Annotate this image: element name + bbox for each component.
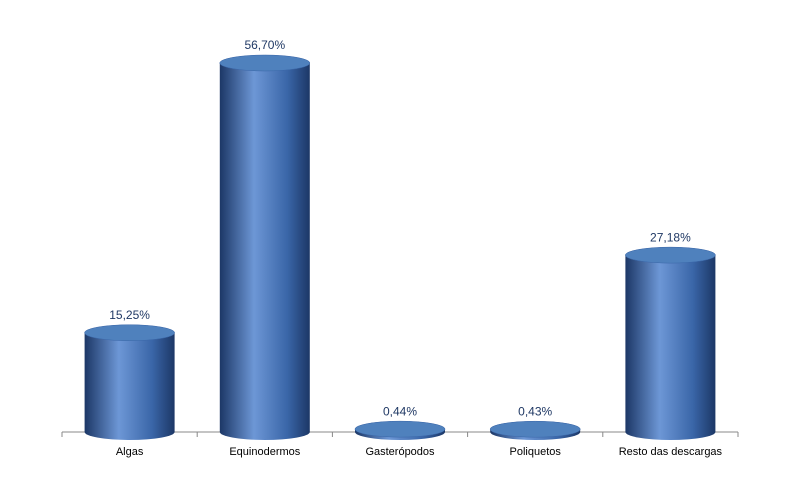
value-label: 0,43% bbox=[518, 404, 552, 418]
value-label: 0,44% bbox=[383, 404, 417, 418]
value-label: 56,70% bbox=[244, 38, 285, 52]
bar-top bbox=[219, 54, 311, 72]
value-label: 15,25% bbox=[109, 308, 150, 322]
x-tick-label: Equinodermos bbox=[229, 446, 300, 458]
bar-top bbox=[625, 246, 716, 264]
bar bbox=[625, 247, 716, 440]
bar bbox=[84, 324, 175, 440]
bar-top bbox=[84, 324, 175, 342]
bar-top bbox=[489, 420, 581, 438]
bar bbox=[219, 55, 310, 440]
x-tick-label: Gasterópodos bbox=[365, 446, 435, 458]
bar-top bbox=[354, 420, 446, 438]
x-tick-label: Algas bbox=[116, 446, 144, 458]
x-tick-label: Poliquetos bbox=[510, 446, 562, 458]
value-label: 27,18% bbox=[650, 230, 691, 244]
x-tick-label: Resto das descargas bbox=[619, 446, 723, 458]
